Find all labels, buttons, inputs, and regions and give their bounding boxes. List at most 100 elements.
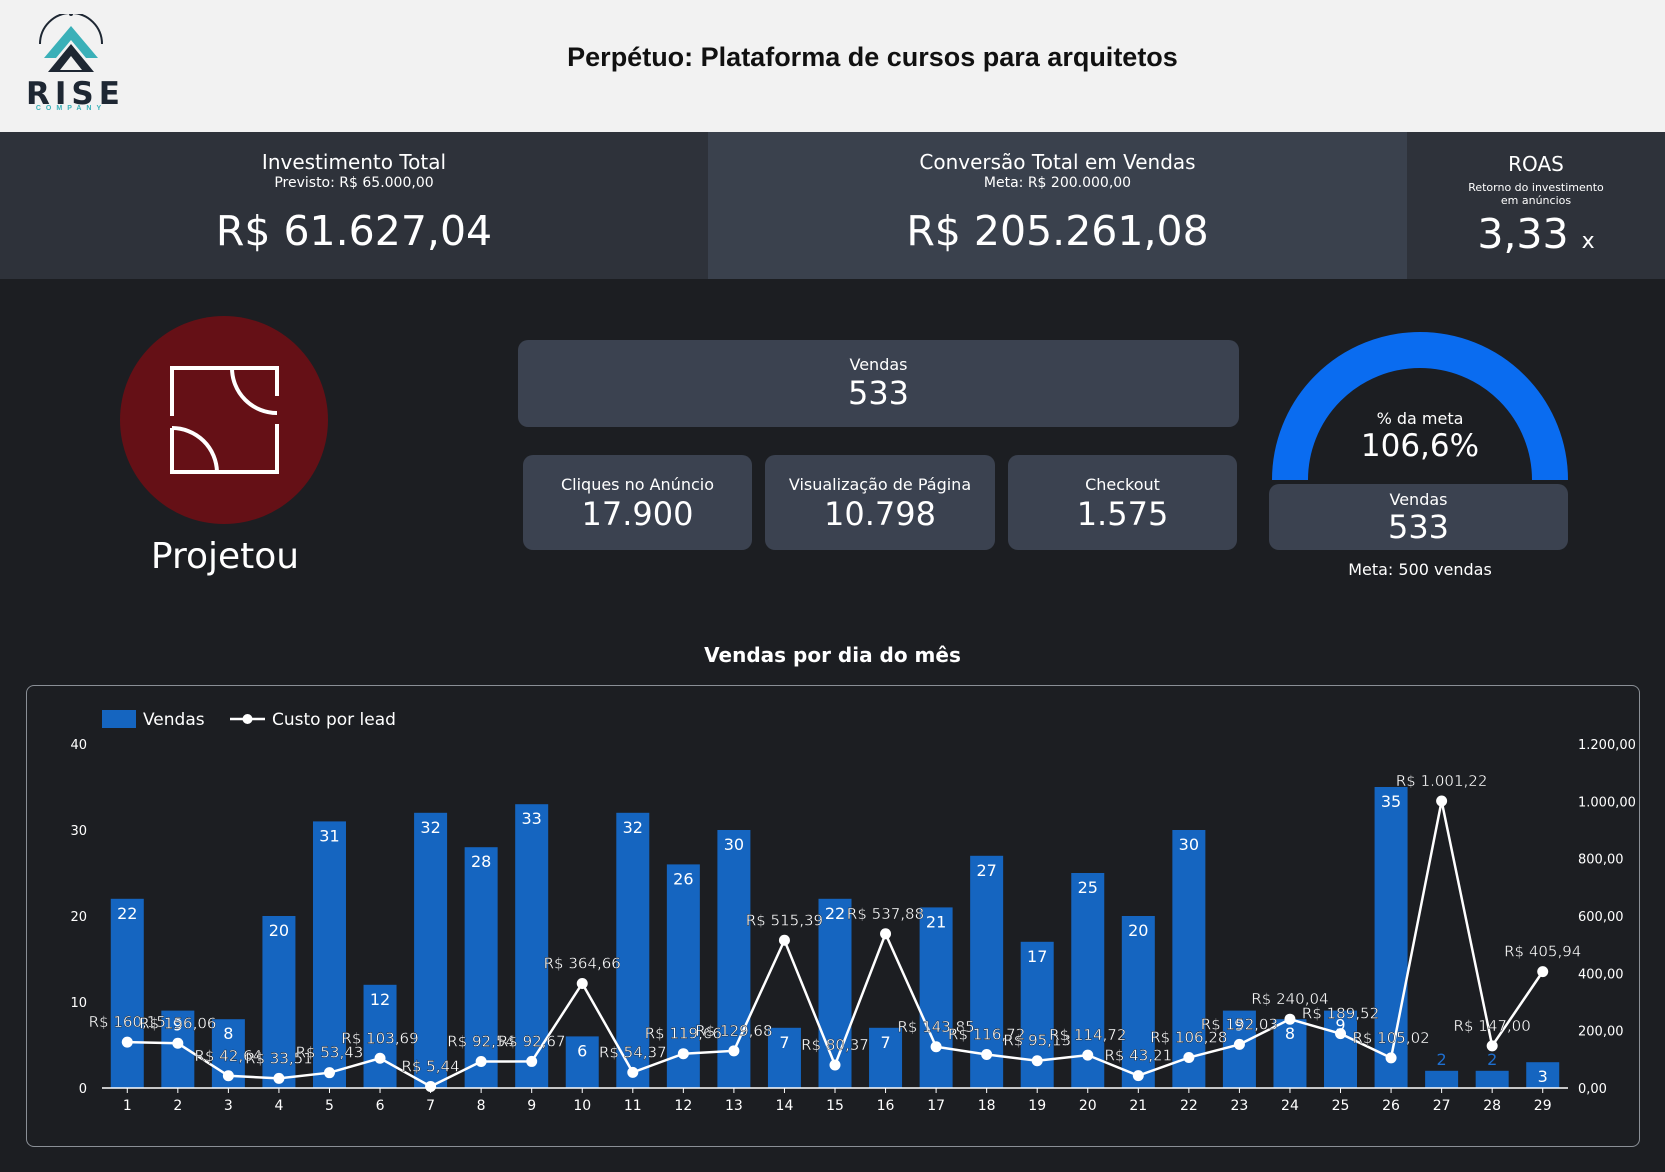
line-data-label: R$ 129,68	[695, 1022, 772, 1040]
x-tick-label: 23	[1230, 1098, 1248, 1114]
roas-value: 3,33	[1477, 210, 1569, 258]
x-tick-label: 22	[1180, 1098, 1198, 1114]
line-data-label: R$ 33,51	[245, 1049, 313, 1067]
line-data-label: R$ 405,94	[1504, 943, 1581, 961]
legend-label-vendas: Vendas	[143, 710, 205, 730]
bar-vendas	[1475, 1070, 1509, 1088]
bar-data-label: 7	[880, 1033, 890, 1052]
line-point	[323, 1067, 335, 1079]
line-point	[1233, 1038, 1245, 1050]
ad-clicks-value: 17.900	[581, 495, 694, 533]
gauge-arc	[1272, 332, 1568, 480]
chart-title: Vendas por dia do mês	[704, 643, 961, 667]
bar-vendas	[1526, 1062, 1560, 1088]
brand-logo[interactable]	[120, 316, 328, 524]
x-tick-label: 25	[1332, 1098, 1350, 1114]
line-data-label: R$ 364,66	[544, 954, 621, 972]
conversion-kpi: Conversão Total em Vendas Meta: R$ 200.0…	[708, 132, 1407, 279]
line-point	[1132, 1070, 1144, 1082]
y-left-tick-label: 10	[70, 996, 87, 1011]
line-data-label: R$ 160,15	[89, 1013, 166, 1031]
floor-plan-icon	[170, 366, 279, 474]
line-point	[728, 1045, 740, 1057]
goal-gauge	[1272, 332, 1568, 480]
line-point	[1335, 1028, 1347, 1040]
bar-data-label: 6	[577, 1041, 587, 1060]
bar-data-label: 35	[1381, 792, 1401, 811]
line-data-label: R$ 240,04	[1251, 990, 1328, 1008]
line-point	[425, 1080, 437, 1092]
x-tick-label: 27	[1433, 1098, 1451, 1114]
sales-card: Vendas 533	[518, 340, 1239, 427]
legend-swatch-vendas	[102, 710, 136, 728]
bar-vendas	[565, 1036, 599, 1088]
line-data-label: R$ 152,03	[1201, 1015, 1278, 1033]
bar-data-label: 7	[779, 1033, 789, 1052]
checkout-value: 1.575	[1076, 495, 1169, 533]
chart-container	[26, 685, 1640, 1147]
bar-data-label: 26	[673, 869, 693, 888]
logo-subtext: COMPANY	[35, 105, 107, 112]
line-data-label: R$ 515,39	[746, 911, 823, 929]
x-tick-label: 29	[1534, 1098, 1552, 1114]
x-tick-label: 3	[224, 1098, 233, 1114]
x-tick-label: 2	[173, 1098, 182, 1114]
line-data-label: R$ 1.001,22	[1396, 772, 1488, 790]
bar-data-label: 3	[1538, 1067, 1548, 1086]
bar-vendas	[869, 1027, 903, 1088]
line-point	[778, 934, 790, 946]
bar-data-label: 31	[319, 826, 339, 845]
bar-vendas	[312, 821, 346, 1088]
x-tick-label: 8	[477, 1098, 486, 1114]
sales-card-value: 533	[847, 374, 910, 412]
x-tick-label: 1	[123, 1098, 132, 1114]
y-right-tick-label: 400,00	[1578, 967, 1624, 982]
line-point	[1537, 966, 1549, 978]
bar-vendas	[616, 812, 650, 1088]
y-right-tick-label: 600,00	[1578, 910, 1624, 925]
bar-data-label: 30	[1179, 835, 1199, 854]
x-tick-label: 10	[573, 1098, 591, 1114]
y-right-tick-label: 0,00	[1578, 1082, 1607, 1097]
line-point	[1284, 1013, 1296, 1025]
x-tick-label: 24	[1281, 1098, 1299, 1114]
line-data-label: R$ 143,85	[897, 1018, 974, 1036]
bar-data-label: 9	[1335, 1016, 1345, 1035]
x-tick-label: 14	[776, 1098, 794, 1114]
line-point	[121, 1036, 133, 1048]
line-data-label: R$ 54,37	[599, 1043, 667, 1061]
bar-data-label: 12	[370, 990, 390, 1009]
bar-data-label: 2	[1487, 1050, 1497, 1069]
rise-company-logo[interactable]: RISE COMPANY	[26, 12, 120, 119]
line-data-label: R$ 119,66	[645, 1025, 722, 1043]
investment-subtitle: Previsto: R$ 65.000,00	[274, 175, 434, 191]
bar-vendas	[110, 898, 144, 1088]
legend-label-custo: Custo por lead	[272, 710, 396, 730]
y-right-tick-label: 200,00	[1578, 1025, 1624, 1040]
line-data-label: R$ 106,28	[1150, 1029, 1227, 1047]
x-tick-label: 12	[674, 1098, 692, 1114]
line-point	[1486, 1040, 1498, 1052]
x-tick-label: 5	[325, 1098, 334, 1114]
y-left-tick-label: 20	[70, 910, 87, 925]
bar-data-label: 2	[1437, 1050, 1447, 1069]
bar-vendas	[464, 847, 498, 1088]
line-point	[677, 1048, 689, 1060]
line-point	[475, 1055, 487, 1067]
x-tick-label: 6	[376, 1098, 385, 1114]
bar-vendas	[1425, 1070, 1459, 1088]
bar-data-label: 20	[269, 921, 289, 940]
goal-label: % da meta	[1376, 409, 1464, 428]
bar-vendas	[717, 830, 751, 1088]
bar-vendas	[414, 812, 448, 1088]
line-data-label: R$ 103,69	[341, 1029, 418, 1047]
bar-data-label: 17	[1027, 947, 1047, 966]
line-data-label: R$ 43,21	[1104, 1047, 1172, 1065]
bar-data-label: 33	[522, 809, 542, 828]
bar-data-label: 20	[1128, 921, 1148, 940]
roas-title: ROAS	[1508, 152, 1564, 176]
line-point	[222, 1070, 234, 1082]
line-data-label: R$ 114,72	[1049, 1026, 1126, 1044]
bar-vendas	[1273, 1019, 1307, 1088]
